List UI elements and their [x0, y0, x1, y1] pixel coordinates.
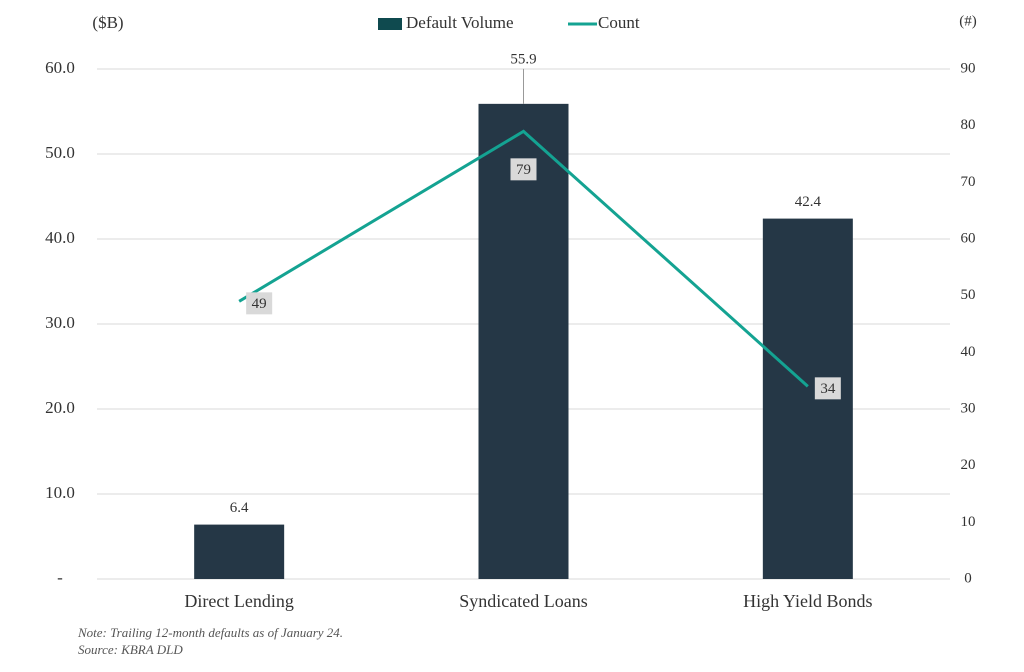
x-tick-label: High Yield Bonds [743, 591, 872, 611]
legend-swatch [378, 18, 402, 30]
y-tick-label: 50.0 [45, 143, 75, 162]
y2-tick-label: 20 [961, 457, 976, 473]
legend-label: Default Volume [406, 13, 514, 32]
label-box [510, 158, 537, 181]
note: Note: Trailing 12-month defaults as of J… [77, 625, 343, 640]
y-tick-label: - [57, 568, 63, 587]
y-tick-label: 20.0 [45, 398, 75, 417]
y-axis-title: ($B) [92, 13, 123, 32]
y2-tick-label: 10 [961, 514, 976, 530]
y2-tick-label: 40 [961, 344, 976, 360]
y2-tick-label: 0 [964, 570, 972, 586]
x-tick-label: Direct Lending [184, 591, 293, 611]
y-tick-label: 40.0 [45, 228, 75, 247]
y-tick-label: 30.0 [45, 313, 75, 332]
y2-tick-label: 90 [961, 60, 976, 76]
label-box [246, 292, 273, 315]
y2-axis-title: (#) [959, 13, 977, 29]
line-value-label: 34 [820, 381, 836, 397]
bar [478, 103, 569, 579]
line-value-label: 79 [516, 162, 531, 178]
y2-tick-label: 50 [961, 287, 976, 303]
bar-value-label: 42.4 [795, 194, 822, 210]
line [238, 129, 809, 388]
x-tick-label: Syndicated Loans [459, 591, 587, 611]
legend-label: Count [598, 13, 640, 32]
label-box [814, 377, 841, 400]
source: Source: KBRA DLD [78, 642, 183, 657]
y2-tick-label: 60 [961, 230, 976, 246]
y2-tick-label: 30 [961, 400, 976, 416]
bar-value-label: 55.9 [510, 51, 536, 67]
y-tick-label: 60.0 [45, 58, 75, 77]
bar-value-label: 6.4 [230, 500, 249, 516]
line-value-label: 49 [252, 296, 267, 312]
bar [194, 524, 285, 579]
y2-tick-label: 80 [961, 117, 976, 133]
y2-tick-label: 70 [961, 174, 976, 190]
y-tick-label: 10.0 [45, 483, 75, 502]
